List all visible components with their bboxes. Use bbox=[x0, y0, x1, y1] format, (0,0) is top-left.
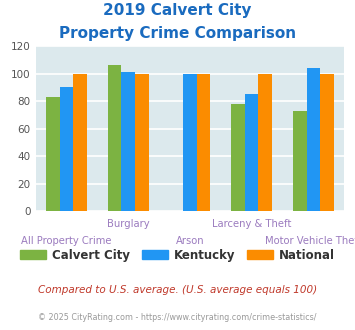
Bar bbox=[183, 74, 197, 211]
Text: All Property Crime: All Property Crime bbox=[21, 236, 111, 246]
Bar bbox=[197, 74, 210, 211]
Text: Compared to U.S. average. (U.S. average equals 100): Compared to U.S. average. (U.S. average … bbox=[38, 285, 317, 295]
Bar bbox=[121, 72, 135, 211]
Bar bbox=[60, 87, 73, 211]
Text: 2019 Calvert City: 2019 Calvert City bbox=[103, 3, 252, 18]
Text: Property Crime Comparison: Property Crime Comparison bbox=[59, 26, 296, 41]
Bar bbox=[307, 68, 320, 211]
Legend: Calvert City, Kentucky, National: Calvert City, Kentucky, National bbox=[15, 244, 340, 266]
Bar bbox=[293, 111, 307, 211]
Bar bbox=[320, 74, 334, 211]
Bar bbox=[231, 104, 245, 211]
Bar bbox=[46, 97, 60, 211]
Bar bbox=[73, 74, 87, 211]
Bar bbox=[135, 74, 148, 211]
Text: Burglary: Burglary bbox=[107, 219, 149, 229]
Text: © 2025 CityRating.com - https://www.cityrating.com/crime-statistics/: © 2025 CityRating.com - https://www.city… bbox=[38, 314, 317, 322]
Bar bbox=[258, 74, 272, 211]
Bar bbox=[245, 94, 258, 211]
Text: Arson: Arson bbox=[176, 236, 204, 246]
Text: Motor Vehicle Theft: Motor Vehicle Theft bbox=[265, 236, 355, 246]
Bar bbox=[108, 65, 121, 211]
Text: Larceny & Theft: Larceny & Theft bbox=[212, 219, 291, 229]
